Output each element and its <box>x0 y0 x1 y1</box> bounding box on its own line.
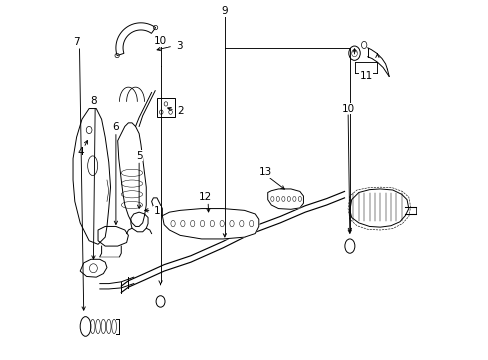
Text: 5: 5 <box>136 151 142 161</box>
Text: 6: 6 <box>112 122 119 132</box>
Polygon shape <box>162 208 258 239</box>
Polygon shape <box>349 189 408 227</box>
Text: 4: 4 <box>78 147 84 157</box>
Text: 9: 9 <box>221 6 228 17</box>
Text: 3: 3 <box>176 41 183 51</box>
Text: 2: 2 <box>177 106 184 116</box>
Polygon shape <box>267 189 303 209</box>
Text: 11: 11 <box>359 71 372 81</box>
Text: 10: 10 <box>341 104 354 113</box>
Text: 7: 7 <box>73 37 80 47</box>
Text: 12: 12 <box>198 192 211 202</box>
Text: 8: 8 <box>90 96 97 107</box>
Text: 10: 10 <box>154 36 167 46</box>
Text: 13: 13 <box>258 167 271 177</box>
Text: 1: 1 <box>153 206 160 216</box>
